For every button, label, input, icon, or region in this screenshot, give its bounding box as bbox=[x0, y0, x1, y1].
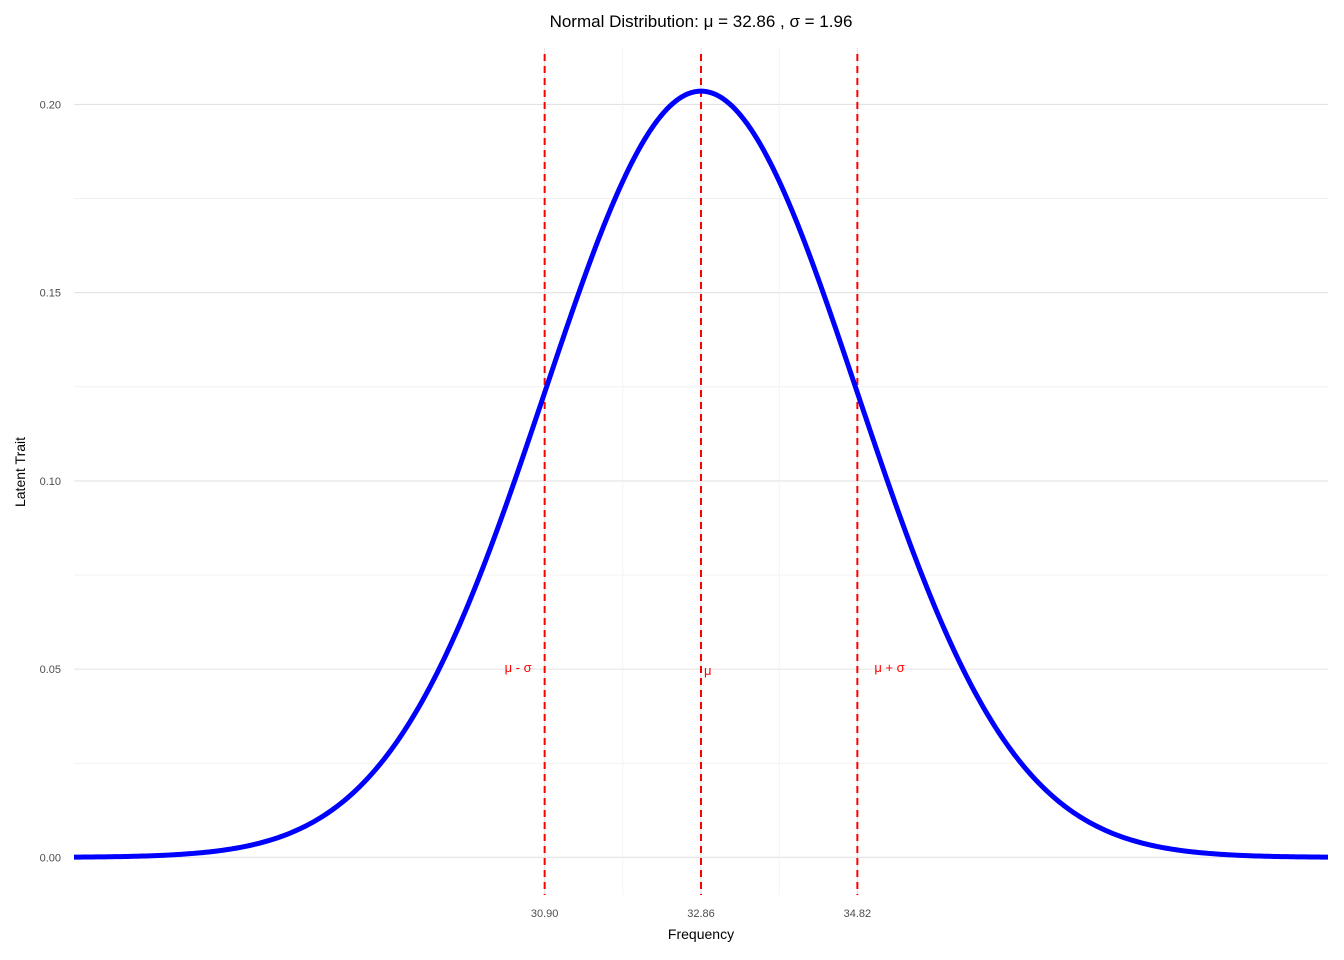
density-curve-group bbox=[73, 88, 1329, 860]
reference-label: μ bbox=[704, 663, 712, 678]
chart-title: Normal Distribution: μ = 32.86 , σ = 1.9… bbox=[550, 12, 853, 31]
y-tick-label: 0.00 bbox=[40, 852, 61, 864]
x-tick-label: 30.90 bbox=[531, 908, 559, 920]
reference-label: μ + σ bbox=[874, 660, 904, 675]
reference-lines bbox=[543, 54, 859, 895]
y-tick-label: 0.20 bbox=[40, 99, 61, 111]
x-tick-label: 32.86 bbox=[687, 908, 715, 920]
x-axis-title: Frequency bbox=[668, 926, 734, 942]
x-tick-label: 34.82 bbox=[844, 908, 872, 920]
y-tick-label: 0.10 bbox=[40, 476, 61, 488]
density-curve bbox=[73, 88, 1329, 860]
y-tick-label: 0.05 bbox=[40, 664, 61, 676]
y-axis-title: Latent Trait bbox=[12, 437, 28, 507]
y-tick-label: 0.15 bbox=[40, 288, 61, 300]
ticks: 0.00 0.05 0.10 0.15 0.20 30.90 32.86 34.82 bbox=[40, 99, 872, 920]
reference-label: μ - σ bbox=[505, 660, 532, 675]
annotations: μ - σ μ μ + σ bbox=[505, 660, 905, 678]
